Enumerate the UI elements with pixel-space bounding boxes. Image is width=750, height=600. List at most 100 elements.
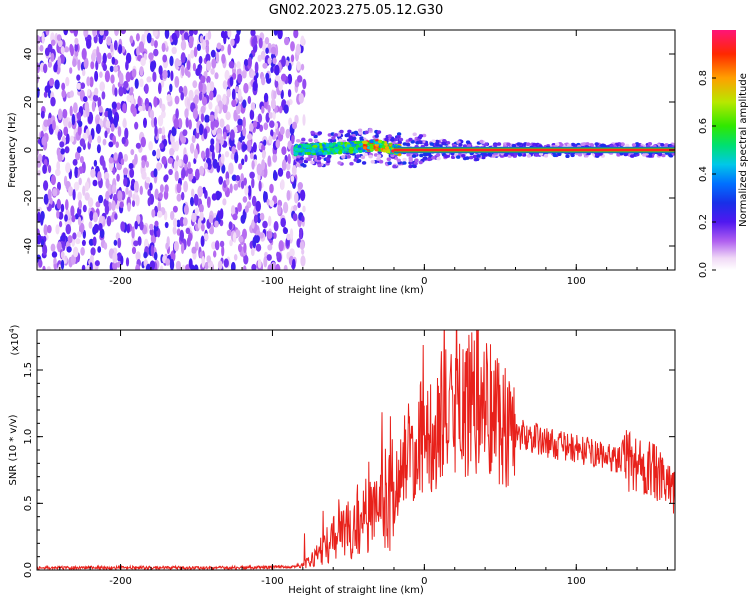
spectrogram-cell [261,150,266,160]
spectrogram-cell [293,30,299,39]
colorbar-gradient [712,30,736,270]
spectrogram-cell [188,119,192,130]
spectrogram-cell [273,232,277,240]
spectrogram-cell [101,91,106,100]
spectrogram-cell [441,141,446,146]
spectrogram-cell [532,142,537,147]
spectrogram-cell [152,71,157,83]
spectrogram-cell [121,136,126,145]
spectrogram-cell [39,44,44,52]
spectrogram-cell [205,147,210,159]
spectrogram-cell [387,161,392,165]
spectrogram-cell [49,77,55,87]
spectrogram-cell [299,241,305,250]
spectrogram-cell [413,161,418,166]
spectrogram-cell [259,232,264,239]
spectrogram-cell [230,152,236,160]
spectrogram-cell [256,163,263,176]
spectrogram-x-tick-label: 100 [567,276,586,287]
spectrogram-cell [368,128,373,132]
spectrogram-cell [162,138,168,147]
spectrogram-cell [53,257,57,265]
spectrogram-cell [369,139,374,143]
spectrogram-cell [580,142,585,147]
spectrogram-cell [198,92,203,101]
spectrogram-cell [360,155,366,160]
spectrogram-cell [69,30,75,34]
spectrogram-cell [329,147,334,151]
spectrogram-cell [107,108,113,121]
spectrogram-cell [237,141,242,151]
spectrogram-cell [61,82,66,91]
spectrogram-cell [95,201,101,208]
spectrogram-cell [235,175,240,182]
spectrogram-cell [242,196,248,203]
spectrogram-cell [270,98,276,110]
spectrogram-cell [534,153,539,157]
spectrogram-cell [183,32,189,40]
spectrogram-cell [237,88,242,100]
spectrogram-cell [543,153,549,158]
spectrogram-cell [659,143,665,147]
spectrogram-cell [255,243,262,252]
spectrogram-cell [112,184,117,194]
spectrogram-cell [76,111,82,121]
spectrogram-cell [233,254,238,261]
spectrogram-cell [172,205,178,213]
spectrogram-cell [51,251,58,258]
spectrogram-cell [254,61,259,74]
spectrogram-cell [189,30,194,37]
spectrogram-cell [156,162,162,171]
spectrogram-cell [346,132,351,137]
spectrogram-cell [273,221,279,232]
spectrogram-cell [148,52,154,60]
spectrogram-cell [72,189,76,201]
spectrogram-cell [302,205,306,213]
spectrogram-cell [237,118,243,126]
spectrogram-cell [170,210,175,221]
spectrogram-cell [183,180,189,193]
spectrogram-cell [318,142,323,146]
spectrogram-cell [54,62,58,73]
spectrogram-cell [253,214,258,224]
spectrogram-cell [177,118,183,129]
spectrogram-cell [61,239,66,252]
spectrogram-cell [226,229,233,237]
spectrogram-cell [274,122,278,129]
spectrogram-cell [218,176,223,185]
spectrogram-cell [323,147,327,151]
spectrogram-cell [93,223,100,234]
spectrogram-cell [402,142,407,146]
spectrogram-cell [231,88,236,101]
spectrogram-cell [300,35,305,46]
spectrogram-cell [130,149,135,156]
spectrogram-cell [176,219,181,228]
spectrogram-cell [233,126,239,134]
spectrogram-cell [412,164,417,169]
spectrogram-cell [204,114,210,124]
spectrogram-cell [211,150,215,161]
spectrogram-cell [268,112,273,119]
spectrogram-cell [37,153,43,164]
spectrogram-cell [193,158,197,164]
spectrogram-cell [209,114,215,122]
spectrogram-cell [294,152,298,156]
spectrogram-cell [273,169,277,181]
spectrogram-cell [266,254,272,261]
spectrogram-cell [343,148,348,152]
spectrogram-cell [157,200,161,213]
spectrogram-cell [242,71,247,79]
spectrogram-cell [141,102,146,112]
spectrogram-cell [152,30,158,37]
spectrogram-cell [222,198,227,206]
spectrogram-cell [58,211,64,220]
spectrogram-cell [631,143,637,147]
spectrogram-cell [108,157,114,164]
spectrogram-cell [206,75,211,84]
spectrogram-cell [105,178,110,189]
spectrogram-cell [228,162,234,175]
spectrogram-cell [270,129,274,137]
spectrogram-cell [154,125,158,137]
spectrogram-cell [44,47,50,57]
spectrogram-cell [73,30,79,37]
